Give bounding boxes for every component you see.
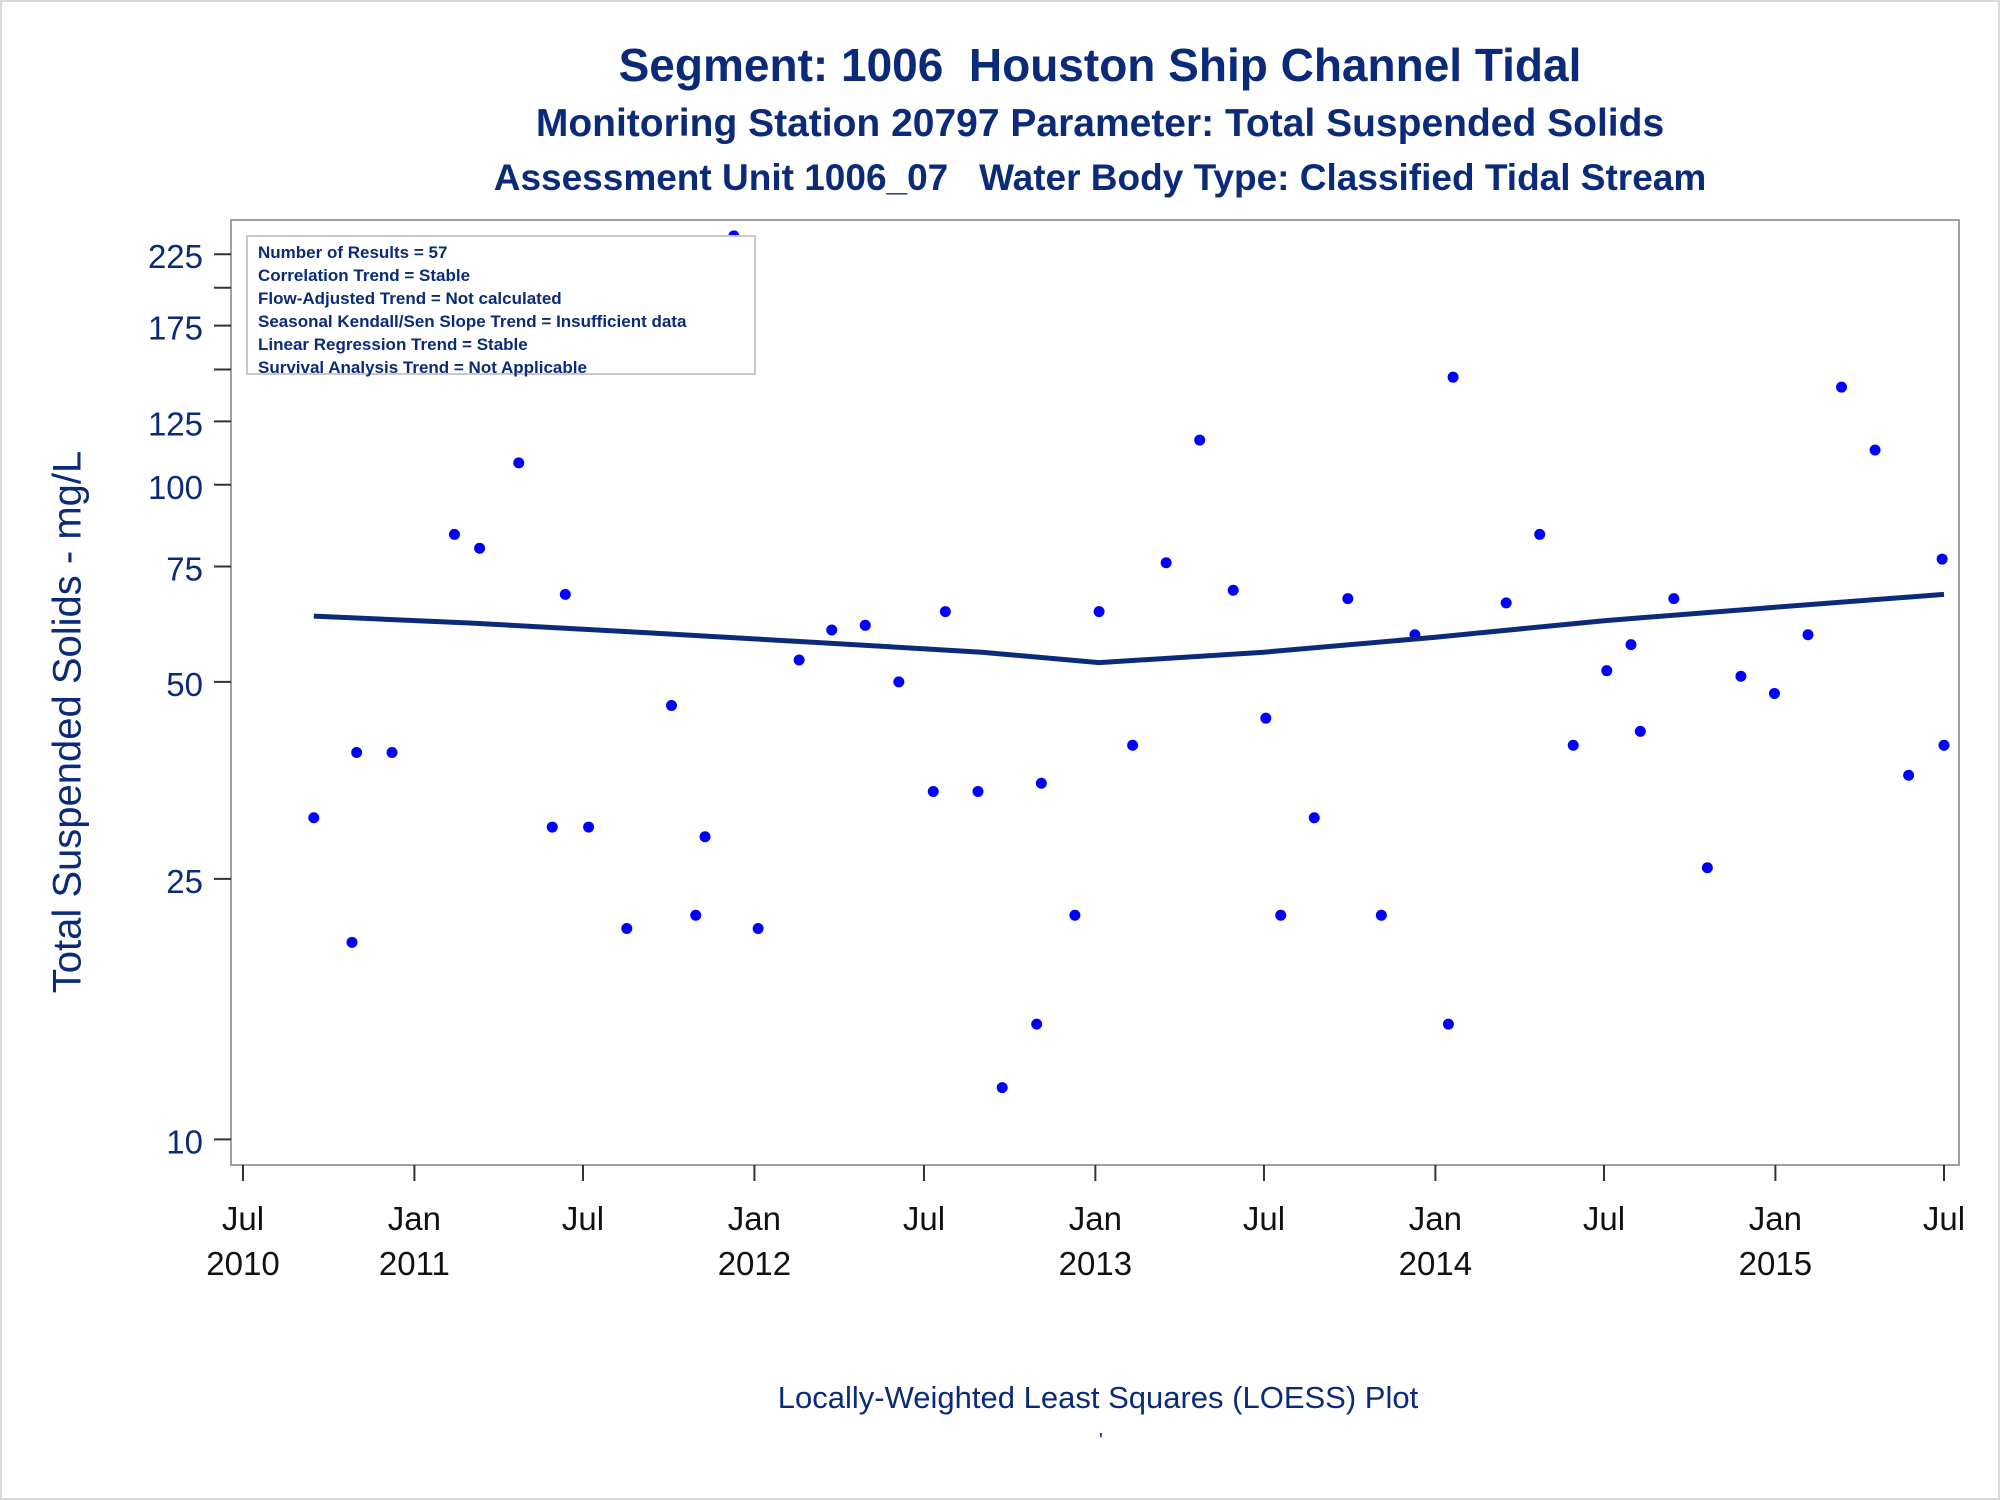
- y-tick-label: 50: [166, 666, 203, 703]
- chart-subtitle: Monitoring Station 20797 Parameter: Tota…: [535, 102, 1665, 145]
- data-point: [939, 606, 951, 618]
- data-point: [996, 1082, 1008, 1094]
- data-point: [346, 936, 358, 948]
- y-tick-label: 125: [148, 405, 203, 442]
- x-tick-month: Jan: [1749, 1200, 1802, 1237]
- x-tick-month: Jul: [562, 1200, 604, 1237]
- data-point: [308, 812, 320, 824]
- data-point: [826, 624, 838, 636]
- data-point: [1567, 739, 1579, 751]
- x-tick-month: Jan: [728, 1200, 781, 1237]
- data-point: [793, 654, 805, 666]
- y-tick-label: 75: [166, 551, 203, 588]
- data-point: [1701, 862, 1713, 874]
- data-point: [1069, 909, 1081, 921]
- loess-curve: [313, 591, 1945, 666]
- data-point: [859, 619, 871, 631]
- x-tick-month: Jul: [903, 1200, 945, 1237]
- data-point: [1260, 712, 1272, 724]
- x-tick-month: Jan: [1069, 1200, 1122, 1237]
- footer-caption: Locally-Weighted Least Squares (LOESS) P…: [777, 1380, 1419, 1415]
- x-tick-year: 2013: [1059, 1245, 1132, 1282]
- data-point: [1534, 528, 1546, 540]
- data-point: [1442, 1018, 1454, 1030]
- data-point: [1768, 687, 1780, 699]
- y-axis-label: Total Suspended Solids - mg/L: [45, 450, 90, 994]
- data-point: [1802, 629, 1814, 641]
- data-point: [513, 457, 525, 469]
- data-point: [1031, 1018, 1043, 1030]
- data-point: [1634, 725, 1646, 737]
- y-tick-label: 25: [166, 863, 203, 900]
- data-point: [1308, 812, 1320, 824]
- data-point: [1625, 639, 1637, 651]
- y-tick-label: 175: [148, 310, 203, 347]
- data-point: [1869, 444, 1881, 456]
- y-tick-label: 100: [148, 469, 203, 506]
- x-tick-month: Jul: [222, 1200, 264, 1237]
- x-tick-month: Jan: [1409, 1200, 1462, 1237]
- data-point: [1035, 777, 1047, 789]
- stat-number-of-results: Number of Results = 57: [258, 243, 448, 262]
- data-point: [1342, 593, 1354, 605]
- data-point: [1127, 739, 1139, 751]
- data-point: [1668, 593, 1680, 605]
- data-point: [699, 831, 711, 843]
- chart-title: Segment: 1006 Houston Ship Channel Tidal: [618, 39, 1582, 91]
- data-point: [1227, 584, 1239, 596]
- x-tick-year: 2011: [379, 1245, 450, 1282]
- y-axis: 10 25 50 75 100 125 175 225: [148, 238, 231, 1160]
- data-point: [1836, 381, 1848, 393]
- data-point: [1735, 670, 1747, 682]
- data-point: [546, 821, 558, 833]
- data-point: [1375, 909, 1387, 921]
- data-point: [752, 922, 764, 934]
- data-point: [1601, 665, 1613, 677]
- data-point: [893, 676, 905, 688]
- x-tick-month: Jan: [388, 1200, 441, 1237]
- data-point: [1160, 557, 1172, 569]
- data-point: [1447, 371, 1459, 383]
- data-point: [1194, 434, 1206, 446]
- data-point: [1275, 909, 1287, 921]
- stat-correlation-trend: Correlation Trend = Stable: [258, 266, 471, 285]
- stat-flow-adjusted-trend: Flow-Adjusted Trend = Not calculated: [258, 289, 562, 308]
- x-axis: Jul 2010 Jan 2011 Jul Jan 2012 Jul Jan 2013 Jul Jan…: [206, 1165, 1965, 1282]
- stat-survival-analysis: Survival Analysis Trend = Not Applicable: [258, 358, 587, 377]
- loess-line: [313, 591, 1945, 666]
- y-tick-label: 225: [148, 238, 203, 275]
- data-point: [1936, 553, 1948, 565]
- data-point: [690, 909, 702, 921]
- stat-linear-regression: Linear Regression Trend = Stable: [258, 335, 528, 354]
- statistics-box: Number of Results = 57 Correlation Trend…: [246, 235, 756, 377]
- data-point: [559, 588, 571, 600]
- data-point: [448, 528, 460, 540]
- data-point: [666, 700, 678, 712]
- chart-subtitle-2: Assessment Unit 1006_07 Water Body Type:…: [493, 157, 1707, 198]
- data-point: [351, 746, 363, 758]
- x-tick-year: 2015: [1739, 1245, 1812, 1282]
- x-tick-month: Jul: [1583, 1200, 1625, 1237]
- stat-seasonal-kendall: Seasonal Kendall/Sen Slope Trend = Insuf…: [258, 312, 687, 331]
- data-point: [474, 542, 486, 554]
- data-point: [1500, 597, 1512, 609]
- data-point: [583, 821, 595, 833]
- x-tick-year: 2010: [206, 1245, 279, 1282]
- y-tick-label: 10: [166, 1123, 203, 1160]
- data-point: [927, 785, 939, 797]
- data-point: [1938, 739, 1950, 751]
- data-point: [621, 922, 633, 934]
- x-tick-month: Jul: [1243, 1200, 1285, 1237]
- x-tick-year: 2012: [718, 1245, 791, 1282]
- x-tick-month: Jul: [1923, 1200, 1965, 1237]
- data-point: [972, 785, 984, 797]
- data-point: [1903, 769, 1915, 781]
- data-point: [386, 746, 398, 758]
- footer-mark: ': [1099, 1430, 1103, 1452]
- x-tick-year: 2014: [1399, 1245, 1472, 1282]
- data-point: [1093, 606, 1105, 618]
